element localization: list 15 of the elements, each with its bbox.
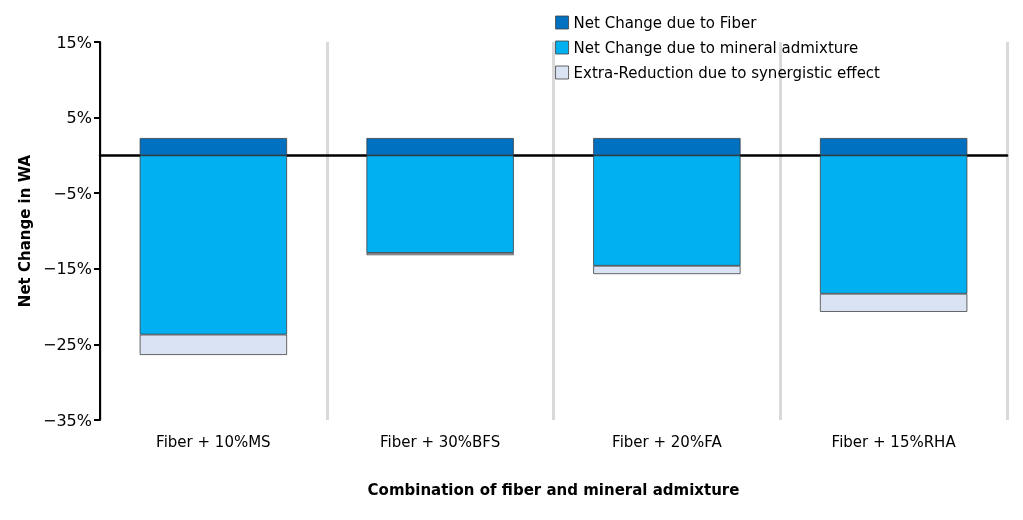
- y-tick-label: −25%: [43, 334, 92, 354]
- y-tick-label: −15%: [43, 259, 92, 279]
- y-tick-label: 15%: [56, 32, 92, 52]
- x-tick-label: Fiber + 20%FA: [612, 432, 723, 451]
- x-axis-title: Combination of fiber and mineral admixture: [367, 480, 740, 499]
- x-tick-label: Fiber + 10%MS: [156, 432, 271, 451]
- y-tick-label: −5%: [53, 183, 92, 203]
- legend-label: Net Change due to mineral admixture: [573, 38, 859, 57]
- legend-label: Net Change due to Fiber: [573, 13, 758, 32]
- y-tick-label: −35%: [43, 410, 92, 430]
- y-axis-title: Net Change in WA: [15, 154, 34, 308]
- y-tick-label: 5%: [66, 108, 92, 128]
- x-tick-label: Fiber + 15%RHA: [831, 432, 957, 451]
- legend-label: Extra-Reduction due to synergistic effect: [573, 63, 881, 82]
- x-tick-label: Fiber + 30%BFS: [380, 432, 501, 451]
